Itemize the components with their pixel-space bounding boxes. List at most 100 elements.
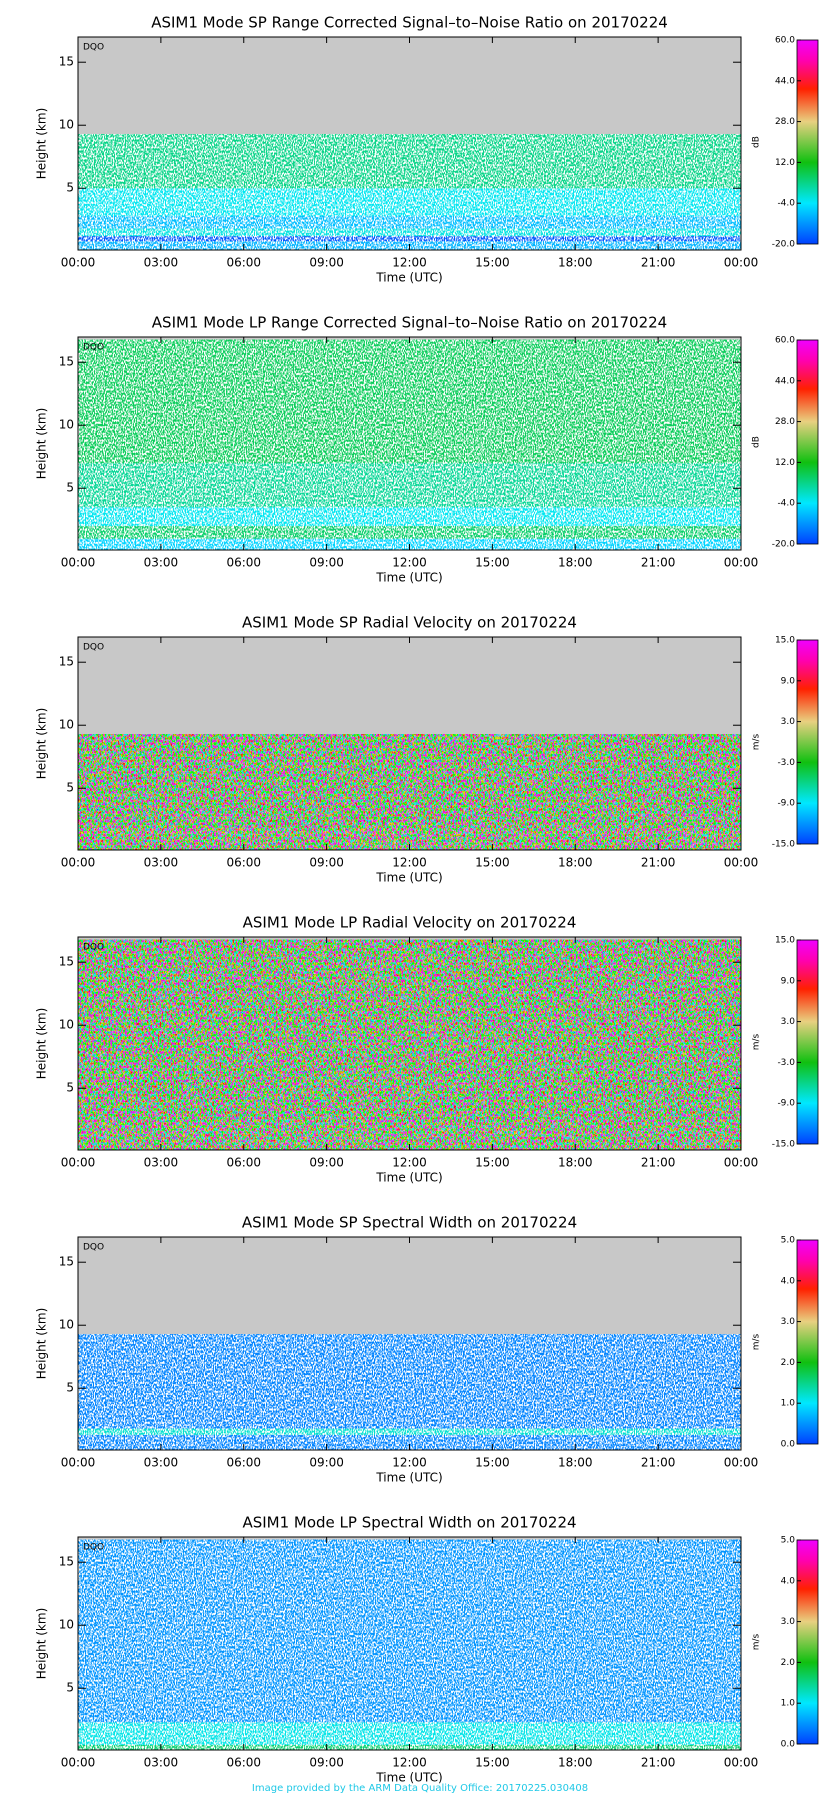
y-tick-label: 5 — [66, 1381, 74, 1395]
x-tick-label: 18:00 — [558, 856, 593, 870]
colorbar-tick-label: 28.0 — [775, 417, 795, 427]
x-tick-label: 06:00 — [226, 1456, 261, 1470]
y-tick-label: 5 — [66, 1081, 74, 1095]
x-tick-label: 00:00 — [724, 556, 759, 570]
x-tick-label: 00:00 — [61, 1756, 96, 1770]
x-tick-label: 12:00 — [392, 1456, 427, 1470]
x-tick-label: 12:00 — [392, 856, 427, 870]
texture-overlay — [78, 339, 741, 550]
x-tick-label: 15:00 — [475, 1456, 510, 1470]
colorbar-tick-label: -4.0 — [777, 199, 795, 209]
x-tick-label: 21:00 — [641, 556, 676, 570]
colorbar — [796, 339, 819, 545]
texture-overlay — [78, 1539, 741, 1750]
x-tick-label: 06:00 — [226, 556, 261, 570]
x-tick-label: 00:00 — [724, 1456, 759, 1470]
texture-overlay — [78, 1334, 741, 1450]
x-tick-label: 09:00 — [309, 856, 344, 870]
colorbar-tick-label: 60.0 — [775, 36, 795, 46]
colorbar — [796, 639, 819, 845]
flag-label: DQO — [83, 343, 104, 353]
y-tick-label: 5 — [66, 481, 74, 495]
colorbar-tick-label: 12.0 — [775, 458, 795, 468]
y-tick-label: 10 — [59, 118, 74, 132]
heatmap — [78, 939, 741, 1150]
x-tick-label: 00:00 — [724, 1756, 759, 1770]
x-tick-label: 03:00 — [144, 856, 179, 870]
panel-title: ASIM1 Mode LP Spectral Width on 20170224 — [242, 1514, 576, 1532]
flag-label: DQO — [83, 1543, 104, 1553]
panel-title: ASIM1 Mode SP Radial Velocity on 2017022… — [242, 614, 577, 632]
x-tick-label: 00:00 — [724, 256, 759, 270]
colorbar-tick-label: 44.0 — [775, 376, 795, 386]
y-tick-label: 15 — [59, 355, 74, 369]
colorbar-label: m/s — [752, 733, 762, 750]
x-tick-label: 18:00 — [558, 256, 593, 270]
colorbar-tick-label: 0.0 — [781, 1440, 796, 1450]
colorbar-label: dB — [752, 136, 762, 148]
heatmap — [78, 134, 741, 250]
y-tick-label: 5 — [66, 781, 74, 795]
x-tick-label: 21:00 — [641, 1456, 676, 1470]
x-tick-label: 15:00 — [475, 256, 510, 270]
colorbar-tick-label: -20.0 — [772, 540, 796, 550]
x-axis-label: Time (UTC) — [375, 871, 442, 885]
x-axis-label: Time (UTC) — [375, 571, 442, 585]
x-tick-label: 06:00 — [226, 1156, 261, 1170]
y-axis-label: Height (km) — [35, 108, 49, 179]
colorbar-label: m/s — [752, 1033, 762, 1050]
colorbar — [796, 39, 819, 245]
colorbar-tick-label: 28.0 — [775, 117, 795, 127]
y-tick-label: 10 — [59, 418, 74, 432]
x-tick-label: 15:00 — [475, 556, 510, 570]
x-tick-label: 03:00 — [144, 256, 179, 270]
colorbar-tick-label: 1.0 — [781, 1399, 796, 1409]
panel-title: ASIM1 Mode LP Radial Velocity on 2017022… — [243, 914, 577, 932]
heatmap — [78, 734, 741, 850]
x-tick-label: 03:00 — [144, 556, 179, 570]
y-tick-label: 10 — [59, 1318, 74, 1332]
y-tick-label: 10 — [59, 1018, 74, 1032]
colorbar-tick-label: 1.0 — [781, 1699, 796, 1709]
footer: Image provided by the ARM Data Quality O… — [252, 1783, 588, 1794]
colorbar-tick-label: 0.0 — [781, 1740, 796, 1750]
colorbar-tick-label: 4.0 — [781, 1576, 796, 1586]
x-tick-label: 15:00 — [475, 1756, 510, 1770]
x-tick-label: 21:00 — [641, 1156, 676, 1170]
x-axis-label: Time (UTC) — [375, 1471, 442, 1485]
colorbar-tick-label: 44.0 — [775, 76, 795, 86]
x-axis-label: Time (UTC) — [375, 1171, 442, 1185]
colorbar-tick-label: -15.0 — [772, 840, 796, 850]
y-tick-label: 10 — [59, 1618, 74, 1632]
colorbar-tick-label: 4.0 — [781, 1276, 796, 1286]
colorbar-tick-label: 9.0 — [781, 676, 796, 686]
y-tick-label: 15 — [59, 655, 74, 669]
y-tick-label: 10 — [59, 718, 74, 732]
colorbar-label: m/s — [752, 1333, 762, 1350]
panel-title: ASIM1 Mode SP Spectral Width on 20170224 — [242, 1214, 577, 1232]
colorbar-tick-label: 5.0 — [781, 1236, 796, 1246]
x-tick-label: 00:00 — [61, 256, 96, 270]
flag-label: DQO — [83, 1243, 104, 1253]
y-axis-label: Height (km) — [35, 1308, 49, 1379]
colorbar-tick-label: -4.0 — [777, 499, 795, 509]
flag-label: DQO — [83, 943, 104, 953]
x-tick-label: 00:00 — [61, 856, 96, 870]
x-tick-label: 06:00 — [226, 1756, 261, 1770]
colorbar-tick-label: 3.0 — [781, 1017, 796, 1027]
x-tick-label: 09:00 — [309, 1456, 344, 1470]
x-tick-label: 12:00 — [392, 556, 427, 570]
y-tick-label: 15 — [59, 955, 74, 969]
colorbar-label: m/s — [752, 1633, 762, 1650]
x-tick-label: 00:00 — [61, 556, 96, 570]
panel-title: ASIM1 Mode SP Range Corrected Signal–to–… — [151, 14, 668, 32]
colorbar-tick-label: 3.0 — [781, 1317, 796, 1327]
y-tick-label: 15 — [59, 55, 74, 69]
texture-overlay — [78, 939, 741, 1150]
colorbar-tick-label: -3.0 — [777, 1058, 795, 1068]
colorbar-tick-label: -3.0 — [777, 758, 795, 768]
x-tick-label: 00:00 — [61, 1156, 96, 1170]
y-tick-label: 5 — [66, 1681, 74, 1695]
x-tick-label: 03:00 — [144, 1456, 179, 1470]
heatmap — [78, 1539, 741, 1750]
